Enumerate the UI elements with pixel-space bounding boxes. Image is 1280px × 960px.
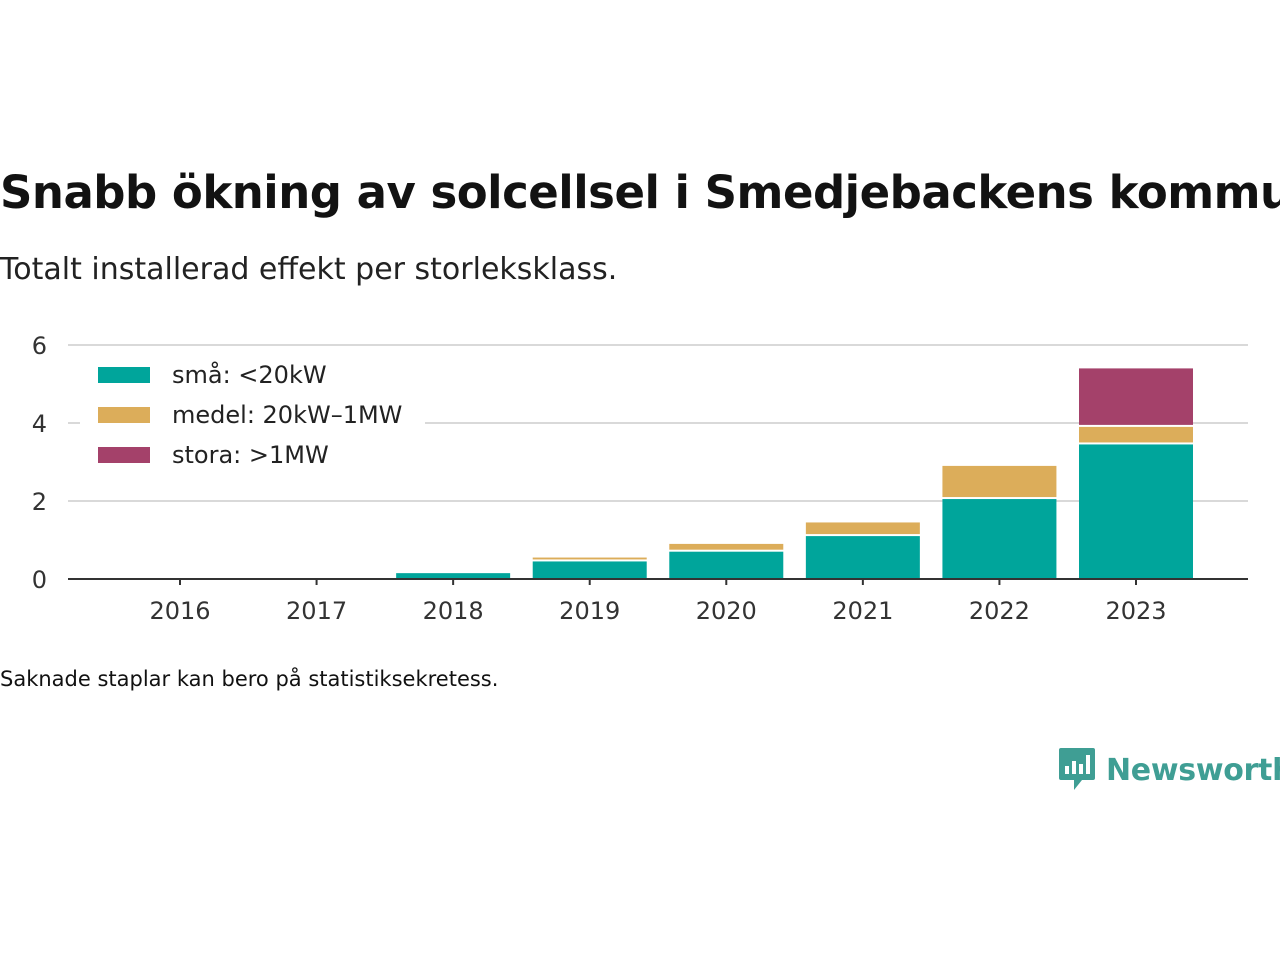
legend-swatch-0 [98,367,150,383]
bar-2023-series-0 [1079,444,1193,579]
legend-label-0: små: <20kW [172,360,327,389]
bar-2019-series-1 [532,557,647,560]
bar-2019-series-0 [532,561,647,579]
x-tick-label: 2022 [969,597,1030,625]
brand-name: Newsworthy [1106,752,1280,788]
bar-2021-series-0 [805,536,920,579]
footnote: Saknade staplar kan bero på statistiksek… [0,667,499,691]
x-tick-label: 2019 [559,597,620,625]
legend-swatch-1 [98,407,150,423]
legend-label-1: medel: 20kW–1MW [172,401,402,429]
x-tick-label: 2021 [832,597,893,625]
chart-subtitle: Totalt installerad effekt per storlekskl… [0,252,618,287]
bar-2022-series-0 [942,499,1057,579]
brand-logo[interactable]: Newsworthy [1058,746,1280,794]
y-tick-label: 0 [32,566,47,594]
chart-title: Snabb ökning av solcellsel i Smedjebacke… [0,166,1280,219]
legend: små: <20kW medel: 20kW–1MW stora: >1MW [80,355,425,480]
y-axis-ticks: 0 2 4 6 [32,332,47,594]
x-tick-label: 2023 [1105,597,1166,625]
bar-2023-series-1 [1079,426,1193,443]
y-tick-label: 2 [32,488,47,516]
x-tick-label: 2017 [286,597,347,625]
y-tick-label: 4 [32,410,47,438]
x-axis-ticks: 2016 2017 2018 2019 2020 2021 2022 2023 [149,579,1167,625]
newsworthy-logo-icon [1059,748,1095,790]
bar-2020-series-1 [669,543,784,550]
legend-label-2: stora: >1MW [172,441,329,469]
bar-2023-series-2 [1079,368,1193,425]
bar-2018-series-0 [396,573,511,579]
x-tick-label: 2016 [149,597,210,625]
x-tick-label: 2018 [423,597,484,625]
x-tick-label: 2020 [696,597,757,625]
bar-2020-series-0 [669,551,784,579]
bars [396,368,1193,579]
bar-2021-series-1 [805,522,920,535]
y-tick-label: 6 [32,332,47,360]
stacked-bar-chart: 0 2 4 6 2016 2017 2018 2019 2020 2021 2022 2023 sm… [32,332,1248,625]
legend-swatch-2 [98,447,150,463]
bar-2022-series-1 [942,465,1057,498]
